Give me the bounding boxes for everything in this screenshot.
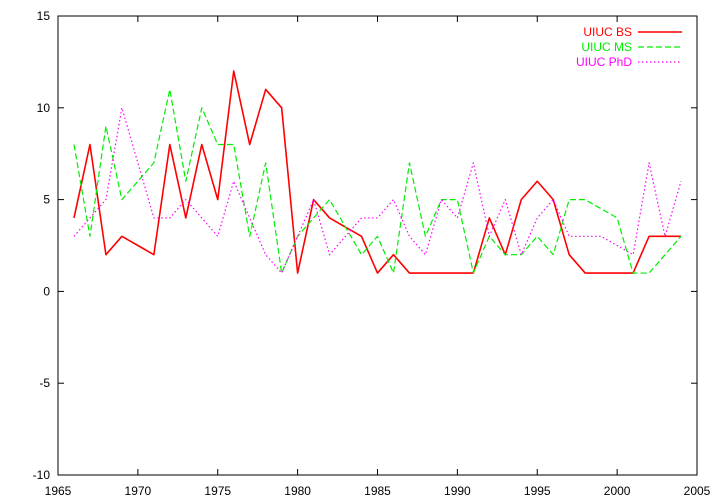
- x-tick-label: 1980: [284, 484, 311, 498]
- series-lines: [73, 70, 682, 274]
- y-tick-label: 10: [37, 101, 51, 115]
- series-line-uiuc-phd: [73, 107, 682, 274]
- x-tick-label: 1985: [364, 484, 391, 498]
- legend-label-uiuc-ms: UIUC MS: [581, 40, 632, 54]
- y-tick-label: 5: [43, 193, 50, 207]
- y-tick-label: 0: [43, 284, 50, 298]
- y-tick-label: -10: [33, 468, 51, 482]
- series-line-uiuc-bs: [73, 70, 682, 274]
- x-tick-label: 2000: [604, 484, 631, 498]
- x-tick-label: 1990: [444, 484, 471, 498]
- legend-label-uiuc-phd: UIUC PhD: [576, 55, 632, 69]
- legend-label-uiuc-bs: UIUC BS: [583, 25, 632, 39]
- series-line-uiuc-ms: [73, 88, 682, 274]
- plot-frame: [57, 15, 698, 476]
- y-tick-label: 15: [37, 9, 51, 23]
- x-tick-label: 1975: [204, 484, 231, 498]
- x-tick-label: 1965: [45, 484, 72, 498]
- y-tick-label: -5: [39, 376, 50, 390]
- axis-ticks: 1965 1970 1975 1980 1985 1990 1995 2000 2005 -10 -…: [33, 9, 711, 498]
- x-tick-label: 1970: [125, 484, 152, 498]
- x-tick-label: 2005: [684, 484, 711, 498]
- x-tick-label: 1995: [524, 484, 551, 498]
